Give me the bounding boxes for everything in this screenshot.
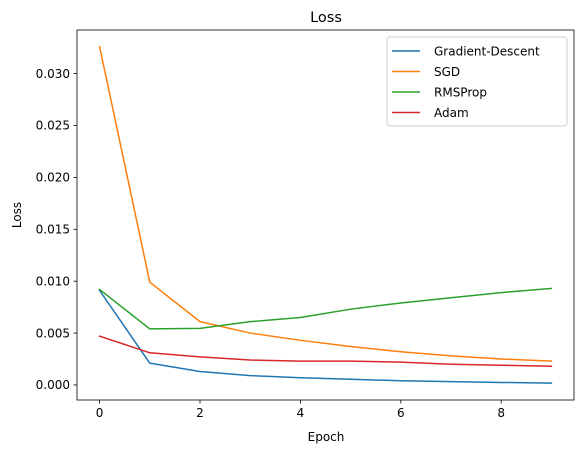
y-tick-label: 0.000 <box>36 378 70 392</box>
y-axis: 0.000 0.005 0.010 0.015 0.020 0.025 0.030 <box>36 67 77 392</box>
series-line-gradient-descent <box>98 289 553 384</box>
y-tick-label: 0.010 <box>36 274 70 288</box>
x-tick-label: 4 <box>297 406 305 420</box>
chart-title: Loss <box>310 10 342 26</box>
series-line-adam <box>98 335 553 368</box>
y-tick-label: 0.025 <box>36 119 70 133</box>
series-line-sgd <box>98 45 553 362</box>
y-tick-label: 0.005 <box>36 326 70 340</box>
y-tick-label: 0.015 <box>36 222 70 236</box>
y-tick-label: 0.030 <box>36 67 70 81</box>
axes-frame <box>76 29 575 401</box>
x-axis-label: Epoch <box>308 430 345 444</box>
legend: Gradient-Descent SGD RMSProp Adam <box>386 36 568 127</box>
series-line-rmsprop <box>98 287 553 330</box>
legend-label: SGD <box>434 65 460 79</box>
x-tick-label: 0 <box>96 406 104 420</box>
legend-label: RMSProp <box>434 85 487 99</box>
x-axis: 0 2 4 6 8 <box>96 400 505 420</box>
y-tick-label: 0.020 <box>36 171 70 185</box>
x-tick-label: 6 <box>397 406 405 420</box>
plot-area <box>76 29 575 401</box>
legend-label: Gradient-Descent <box>434 44 540 58</box>
y-axis-label: Loss <box>10 202 24 228</box>
legend-box <box>386 36 568 127</box>
x-tick-label: 2 <box>196 406 204 420</box>
x-tick-label: 8 <box>497 406 505 420</box>
series-lines <box>98 45 553 384</box>
legend-label: Adam <box>434 106 469 120</box>
